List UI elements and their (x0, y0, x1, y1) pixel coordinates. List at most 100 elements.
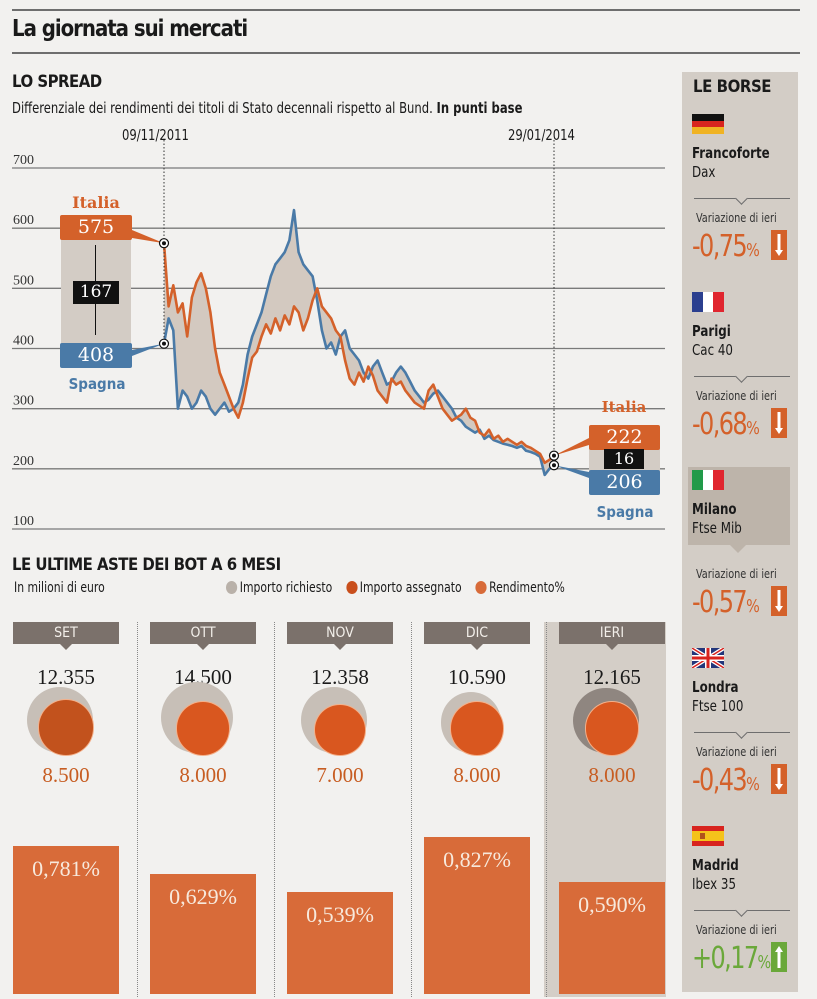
spread-subtitle-text: Differenziale dei rendimenti dei titoli … (12, 99, 433, 117)
market-city: Parigi (692, 322, 731, 340)
end-spagna-marker-dot (552, 463, 556, 468)
rendimento-bar (150, 874, 256, 994)
aste-legend: Importo richiesto Importo assegnato Rend… (226, 580, 565, 596)
variation-value: +0,17% (692, 941, 772, 976)
market-city: Francoforte (692, 144, 770, 162)
spread-title: LO SPREAD (12, 72, 102, 92)
arrow-down-icon (771, 764, 787, 794)
market-city: Milano (692, 500, 737, 518)
legend-assegnato-label: Importo assegnato (359, 580, 462, 596)
y-tick-label: 200 (13, 454, 34, 469)
importo-assegnato-value: 8.000 (588, 763, 636, 787)
variation-percent-sign: % (757, 952, 772, 973)
importo-assegnato-circle (315, 705, 365, 755)
end-italia-label: Italia (601, 398, 647, 416)
start-spagna-pointer (132, 343, 164, 356)
legend-item-rendimento: Rendimento% (475, 580, 565, 596)
market-index: Cac 40 (692, 341, 733, 359)
germany-flag-icon (692, 114, 724, 134)
divider-chevron-icon (735, 904, 748, 917)
month-header-dic: DIC (424, 622, 530, 650)
legend-item-assegnato: Importo assegnato (346, 580, 462, 596)
variation-number: -0,75 (692, 229, 748, 264)
top-rule (12, 9, 800, 11)
arrow-down-icon (771, 230, 787, 260)
end-italia-pointer (554, 438, 589, 456)
variation-value: -0,75% (692, 229, 760, 264)
column-separator (546, 622, 547, 997)
month-header-ott: OTT (150, 622, 256, 650)
legend-richiesto-dot (226, 581, 238, 594)
spagna-line (162, 208, 555, 477)
arrow-down-icon (771, 586, 787, 616)
variation-number: -0,57 (692, 585, 748, 620)
variation-value: -0,68% (692, 407, 760, 442)
month-header-nov: NOV (287, 622, 393, 650)
variation-number: -0,68 (692, 407, 748, 442)
column-separator (411, 622, 412, 997)
rendimento-value: 0,827% (443, 846, 511, 872)
variation-percent-sign: % (746, 418, 760, 439)
end-spagna-value: 206 (589, 470, 660, 495)
importo-assegnato-value: 7.000 (316, 763, 364, 787)
arrow-up-icon (771, 942, 787, 972)
month-header-ieri: IERI (559, 622, 665, 650)
start-spagna-label: Spagna (68, 375, 126, 393)
spread-subtitle-unit: In punti base (436, 99, 523, 117)
end-diff-value: 16 (604, 449, 644, 469)
y-tick-label: 300 (13, 394, 34, 409)
legend-assegnato-dot (346, 581, 358, 594)
importo-richiesto-value: 12.355 (37, 665, 95, 689)
market-index: Ftse Mib (692, 519, 742, 537)
importo-assegnato-value: 8.500 (42, 763, 90, 787)
legend-richiesto-label: Importo richiesto (239, 580, 333, 596)
end-date-label: 29/01/2014 (508, 126, 575, 144)
variation-label: Variazione di ieri (696, 745, 777, 759)
rendimento-bar (424, 836, 530, 994)
rendimento-bar (287, 891, 393, 994)
uk-flag-icon (692, 648, 724, 668)
variation-label: Variazione di ieri (696, 211, 777, 225)
importo-assegnato-circle (585, 702, 639, 755)
divider-chevron-icon (735, 370, 748, 383)
variation-label: Variazione di ieri (696, 389, 777, 403)
page-title: La giornata sui mercati (12, 16, 248, 42)
importo-assegnato-circle (38, 700, 94, 755)
arrow-down-icon (771, 408, 787, 438)
importo-richiesto-value: 12.358 (311, 665, 369, 689)
start-spagna-marker-dot (162, 341, 166, 346)
italia-line (162, 243, 555, 465)
importo-richiesto-value: 12.165 (583, 665, 641, 689)
rendimento-value: 0,781% (32, 855, 100, 881)
title-rule (12, 52, 800, 54)
start-spagna-value: 408 (60, 343, 132, 368)
spread-subtitle: Differenziale dei rendimenti dei titoli … (12, 99, 522, 117)
end-italia-marker-dot (552, 453, 556, 458)
legend-rendimento-label: Rendimento% (489, 580, 565, 596)
variation-percent-sign: % (746, 240, 760, 261)
legend-rendimento-dot (475, 581, 487, 594)
end-spagna-pointer (554, 465, 589, 478)
aste-title: LE ULTIME ASTE DEI BOT A 6 MESI (12, 555, 281, 575)
spain-flag-icon (692, 826, 724, 846)
y-tick-label: 700 (13, 153, 34, 168)
variation-number: -0,43 (692, 763, 748, 798)
borse-panel: LE BORSE Francoforte Dax Variazione di ier… (682, 72, 798, 992)
france-flag-icon (692, 292, 724, 312)
spread-chart: 700 600 500 400 300 200 100 (12, 140, 665, 530)
divider-chevron-icon (735, 192, 748, 205)
rendimento-value: 0,629% (169, 884, 237, 910)
rendimento-bar (559, 881, 665, 994)
start-italia-marker-dot (162, 241, 166, 246)
importo-assegnato-value: 8.000 (179, 763, 227, 787)
spread-lines (162, 208, 555, 477)
market-index: Ibex 35 (692, 875, 737, 893)
y-tick-label: 600 (13, 213, 34, 228)
spread-fill (164, 210, 554, 475)
importo-assegnato-value: 8.000 (453, 763, 501, 787)
y-tick-label: 100 (13, 514, 34, 529)
variation-label: Variazione di ieri (696, 567, 777, 581)
rendimento-value: 0,590% (578, 891, 646, 917)
end-spagna-label: Spagna (596, 503, 654, 521)
variation-percent-sign: % (746, 774, 760, 795)
